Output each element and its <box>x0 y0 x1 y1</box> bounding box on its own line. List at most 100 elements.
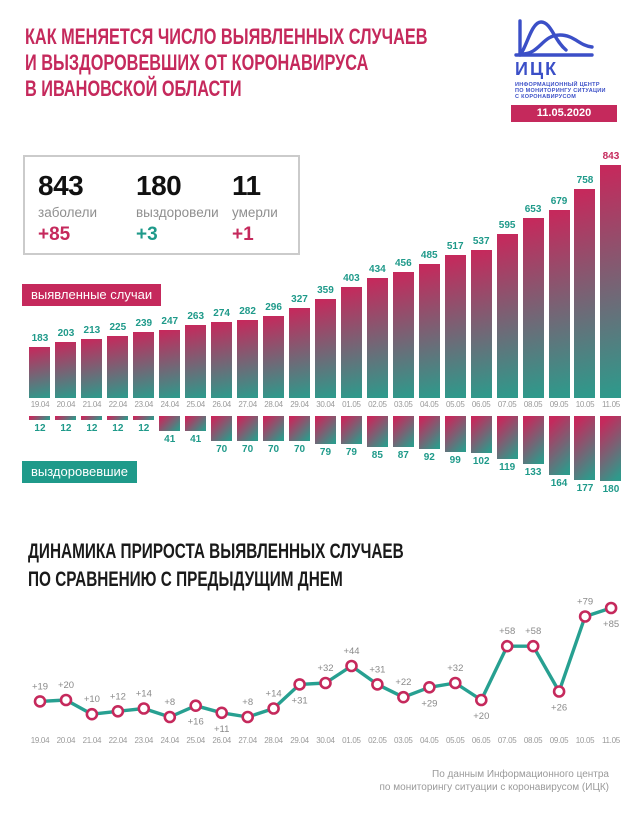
line-point <box>267 702 280 715</box>
recovered-bar-column: 41 <box>157 416 183 446</box>
date-label: 10.05 <box>575 400 595 409</box>
page-title-line-1: КАК МЕНЯЕТСЯ ЧИСЛО ВЫЯВЛЕННЫХ СЛУЧАЕВ <box>25 24 428 49</box>
confirmed-cases-bar-column: 679 <box>546 150 572 398</box>
bar-value-label: 85 <box>371 449 383 461</box>
point-label: +8 <box>164 697 175 708</box>
line-point <box>111 705 125 718</box>
point-label: +20 <box>473 711 489 722</box>
confirmed-cases-bar-column: 517 <box>442 150 468 398</box>
date-label: 19.04 <box>30 736 50 745</box>
bar-value-label: 102 <box>472 455 490 467</box>
recovered-bar-column: 180 <box>598 416 624 496</box>
bar-value-label: 225 <box>109 321 127 333</box>
source-note: По данным Информационного центра по мони… <box>380 769 610 794</box>
line-point <box>163 710 177 724</box>
bar-value-label: 99 <box>449 454 461 466</box>
bar <box>366 416 388 447</box>
bar <box>237 320 259 398</box>
point-label: +85 <box>603 619 619 630</box>
line-point <box>474 693 488 707</box>
growth-line-chart: +19 +20 +10 +12 +14 +8 +16 +11 +8 +14 +31 +32 +44 +31… <box>32 597 619 735</box>
date-label: 25.04 <box>186 400 205 409</box>
bar-value-label: 12 <box>138 423 150 435</box>
stat-infected-delta: +85 <box>38 224 71 245</box>
date-label: 26.04 <box>212 400 231 409</box>
date-label: 04.05 <box>420 736 439 745</box>
confirmed-cases-bar-column: 758 <box>572 150 598 398</box>
bar <box>340 416 362 445</box>
confirmed-cases-bar-column: 296 <box>261 150 287 398</box>
bar <box>55 416 77 421</box>
recovered-bar-column: 70 <box>287 416 313 456</box>
bar <box>392 272 414 398</box>
date-label: 08.05 <box>523 736 543 745</box>
bar-value-label: 180 <box>602 483 620 495</box>
bar-value-label: 133 <box>524 466 542 478</box>
point-label: +11 <box>214 724 229 735</box>
date-label: 30.04 <box>316 736 335 745</box>
bar <box>133 416 155 421</box>
bar-value-label: 843 <box>602 151 620 162</box>
date-label: 06.05 <box>471 736 491 745</box>
recovered-bar-column: 70 <box>209 416 235 456</box>
page-title: КАК МЕНЯЕТСЯ ЧИСЛО ВЫЯВЛЕННЫХ СЛУЧАЕВ И … <box>25 24 428 102</box>
bar <box>55 341 77 398</box>
date-label: 11.05 <box>601 400 620 409</box>
bar <box>574 188 596 398</box>
recovered-series-badge: выздоровевшие <box>22 461 138 483</box>
date-label: 06.05 <box>471 400 491 409</box>
page-title-line-3: В ИВАНОВСКОЙ ОБЛАСТИ <box>25 76 242 101</box>
date-label: 21.04 <box>82 736 102 745</box>
confirmed-cases-bar-column: 239 <box>131 150 157 398</box>
bar-value-label: 517 <box>446 241 464 253</box>
bar-value-label: 92 <box>423 452 435 464</box>
bar <box>600 416 622 481</box>
bar <box>107 335 129 398</box>
recovered-bar-column: 99 <box>442 416 468 467</box>
date-label: 19.04 <box>30 400 50 409</box>
bar-value-label: 239 <box>135 317 153 329</box>
confirmed-cases-bar-column: 595 <box>494 150 520 398</box>
date-label: 22.04 <box>108 400 128 409</box>
source-note-line-1: По данным Информационного центра <box>432 769 609 780</box>
point-label: +44 <box>343 646 359 657</box>
date-label: 05.05 <box>445 400 465 409</box>
line-point <box>397 690 410 704</box>
bar-value-label: 679 <box>550 196 568 208</box>
confirmed-cases-bar-column: 485 <box>416 150 442 398</box>
date-label: 03.05 <box>394 736 413 745</box>
bar <box>29 347 51 398</box>
bar <box>107 416 129 421</box>
bar <box>159 416 181 431</box>
confirmed-cases-bar-column: 183 <box>27 150 53 398</box>
point-label: +14 <box>266 689 282 700</box>
date-label: 09.05 <box>549 400 569 409</box>
date-label: 04.05 <box>420 400 439 409</box>
stat-infected: 843 заболели +85 <box>38 170 136 253</box>
bar <box>237 416 259 442</box>
line-point <box>500 639 514 653</box>
stat-deaths-label: умерли <box>232 205 278 220</box>
date-label: 09.05 <box>549 736 569 745</box>
date-label: 27.04 <box>238 736 257 745</box>
bar-value-label: 70 <box>267 444 280 456</box>
line-point <box>526 639 540 653</box>
stat-recovered-value: 180 <box>136 170 182 201</box>
point-label: +32 <box>317 663 333 674</box>
line-point <box>85 707 99 721</box>
recovered-bar-column: 119 <box>494 416 520 474</box>
bar <box>548 416 570 475</box>
line-point <box>552 685 566 698</box>
date-label: 02.05 <box>368 400 387 409</box>
growth-chart-title-line-1: ДИНАМИКА ПРИРОСТА ВЫЯВЛЕННЫХ СЛУЧАЕВ <box>28 540 404 563</box>
confirmed-cases-bar-column: 247 <box>157 150 183 398</box>
confirmed-cases-bar-column: 843 <box>598 150 624 398</box>
bar <box>289 307 310 398</box>
logo-subtitle: ИНФОРМАЦИОННЫЙ ЦЕНТР ПО МОНИТОРИНГУ СИТУ… <box>515 82 619 100</box>
logo-subtitle-line-1: ИНФОРМАЦИОННЫЙ ЦЕНТР <box>515 82 600 88</box>
confirmed-cases-bar-column: 213 <box>79 150 105 398</box>
bar-value-label: 758 <box>576 174 594 186</box>
bar <box>185 416 207 431</box>
date-label: 23.04 <box>134 400 154 409</box>
bar <box>133 331 155 398</box>
